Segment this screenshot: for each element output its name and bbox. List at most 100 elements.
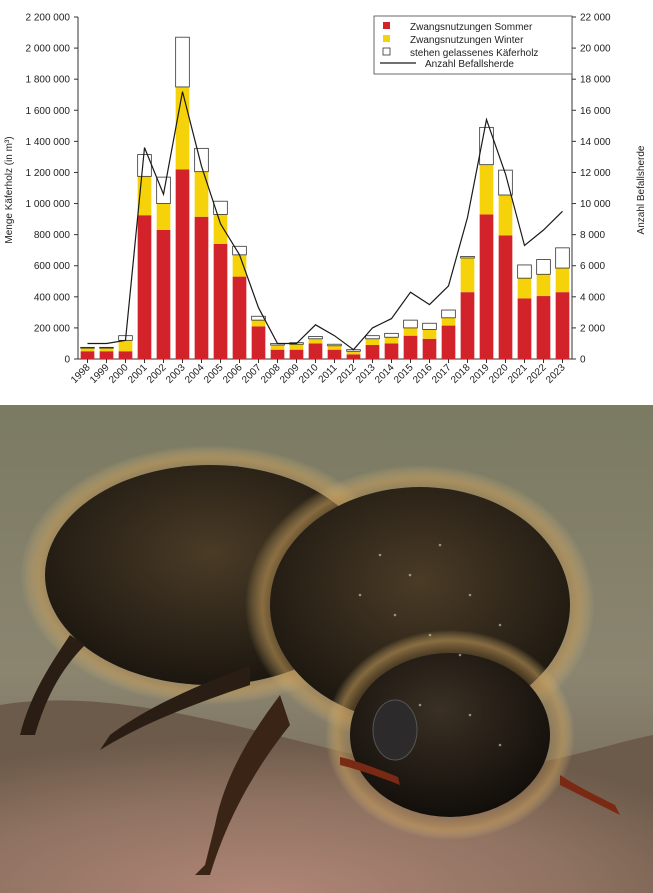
bar-winter	[346, 351, 361, 355]
x-tick-label: 2008	[259, 362, 283, 386]
bar-sommer	[99, 351, 114, 359]
bar-stehen	[308, 336, 323, 340]
y-right-tick-label: 8 000	[580, 230, 605, 241]
bar-winter	[517, 278, 532, 299]
x-tick-label: 2010	[297, 362, 321, 386]
chart-svg: 0 200 000 400 000 600 000 800 000 1 000 000 1 …	[4, 13, 647, 386]
legend-swatch-winter	[383, 35, 390, 42]
legend-label-sommer: Zwangsnutzungen Sommer	[410, 22, 533, 33]
bar-stehen	[80, 346, 95, 349]
y-left-tick-label: 1 800 000	[26, 75, 71, 86]
y-left-tick-label: 2 200 000	[26, 13, 71, 24]
x-tick-label: 2003	[164, 362, 188, 386]
bar-sommer	[251, 326, 266, 359]
bar-stehen	[460, 255, 475, 259]
bar-winter	[555, 268, 570, 293]
bar-sommer	[213, 243, 228, 359]
bar-stehen	[422, 322, 437, 330]
bar-winter	[384, 337, 399, 344]
bar-winter	[175, 86, 190, 170]
bar-stehen	[536, 259, 551, 275]
bar-winter	[213, 214, 228, 244]
legend-swatch-stehen	[382, 47, 391, 56]
x-tick-label: 1999	[88, 362, 112, 386]
bar-stehen	[365, 335, 380, 340]
x-tick-label: 2022	[525, 362, 549, 386]
bar-sommer	[403, 335, 418, 359]
y-left-tick-label: 2 000 000	[26, 44, 71, 55]
bar-sommer	[384, 343, 399, 359]
bar-stehen	[517, 264, 532, 279]
bar-sommer	[80, 351, 95, 359]
y-axis-left-title: Menge Käferholz (in m³)	[4, 136, 15, 243]
bar-sommer	[517, 298, 532, 359]
bar-stehen	[555, 247, 570, 269]
bar-winter	[498, 194, 513, 236]
x-tick-label: 2002	[145, 362, 169, 386]
bar-stehen	[327, 343, 342, 347]
bar-winter	[232, 254, 247, 277]
bar-sommer	[289, 349, 304, 359]
x-tick-label: 2000	[107, 362, 131, 386]
bar-winter	[403, 327, 418, 336]
bar-winter	[156, 203, 171, 230]
x-tick-label: 2005	[202, 362, 226, 386]
bar-winter	[460, 257, 475, 293]
bar-sommer	[555, 292, 570, 359]
y-right-tick-label: 2 000	[580, 323, 605, 334]
bar-sommer	[536, 296, 551, 359]
x-tick-label: 2011	[317, 362, 340, 385]
bar-winter	[194, 171, 209, 217]
bar-sommer	[194, 216, 209, 359]
bar-sommer	[270, 349, 285, 359]
y-right-tick-label: 4 000	[580, 292, 605, 303]
x-tick-label: 2009	[278, 362, 302, 386]
bar-winter	[327, 345, 342, 350]
bar-sommer	[137, 215, 152, 359]
x-tick-label: 2015	[392, 362, 416, 386]
bar-winter	[118, 340, 133, 352]
bar-winter	[441, 317, 456, 326]
y-left-tick-label: 800 000	[34, 230, 71, 241]
bar-sommer	[156, 229, 171, 359]
bar-sommer	[175, 169, 190, 359]
x-tick-label: 2004	[183, 362, 207, 386]
y-right-tick-label: 6 000	[580, 261, 605, 272]
bar-sommer	[308, 343, 323, 359]
bar-sommer	[118, 351, 133, 359]
bar-winter	[536, 274, 551, 297]
y-axis-left-ticks: 0 200 000 400 000 600 000 800 000 1 000 000 1 …	[26, 13, 78, 366]
bar-stehen	[213, 200, 228, 215]
beetle-photo-illustration	[0, 405, 653, 893]
x-axis-ticks: 1998199920002001200220032004200520062007…	[69, 359, 568, 386]
x-tick-label: 2013	[354, 362, 378, 386]
y-right-tick-label: 18 000	[580, 75, 611, 86]
legend-label-befallsherde: Anzahl Befallsherde	[425, 59, 514, 70]
x-tick-label: 2016	[411, 362, 435, 386]
bar-winter	[251, 320, 266, 327]
legend-label-stehen: stehen gelassenes Käferholz	[410, 48, 538, 59]
x-tick-label: 2014	[373, 362, 397, 386]
bar-sommer	[441, 325, 456, 359]
y-left-tick-label: 600 000	[34, 261, 71, 272]
bar-stehen	[251, 315, 266, 321]
bar-winter	[308, 338, 323, 344]
bar-stehen	[441, 309, 456, 319]
y-right-tick-label: 22 000	[580, 13, 611, 24]
bar-winter	[479, 164, 494, 215]
bar-winter	[80, 348, 95, 352]
bar-winter	[365, 338, 380, 346]
y-right-tick-label: 20 000	[580, 44, 611, 55]
bar-winter	[289, 344, 304, 350]
bars-group	[80, 36, 570, 359]
x-tick-label: 2001	[126, 362, 150, 386]
y-left-tick-label: 0	[64, 355, 70, 366]
y-left-tick-label: 1 600 000	[26, 106, 71, 117]
bar-sommer	[232, 276, 247, 359]
x-tick-label: 2012	[335, 362, 359, 386]
x-tick-label: 1998	[69, 362, 93, 386]
legend-swatch-sommer	[383, 22, 390, 29]
beetle-photo	[0, 405, 653, 893]
y-axis-right-title: Anzahl Befallsherde	[636, 145, 647, 234]
bar-sommer	[498, 235, 513, 359]
